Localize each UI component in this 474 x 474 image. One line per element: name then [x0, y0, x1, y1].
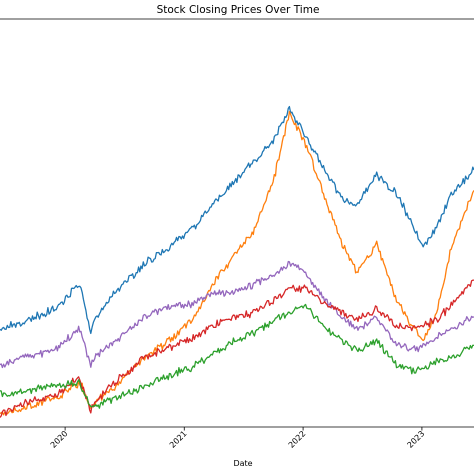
axes-frame [0, 18, 474, 428]
x-axis-label: Date [233, 459, 252, 468]
series-layer [0, 105, 474, 418]
x-tick-label: 2020 [49, 429, 70, 450]
x-axis-ticks: 2020 2021 2022 2023 [49, 427, 427, 450]
x-tick-label: 2021 [168, 429, 189, 450]
x-tick-label: 2022 [287, 429, 308, 450]
series-line-2 [0, 110, 474, 416]
x-tick-label: 2023 [406, 429, 427, 450]
series-line-1 [0, 105, 474, 335]
series-line-5 [0, 303, 474, 409]
series-line-4 [0, 279, 474, 418]
series-line-3 [0, 260, 474, 369]
chart-title: Stock Closing Prices Over Time [157, 4, 320, 16]
